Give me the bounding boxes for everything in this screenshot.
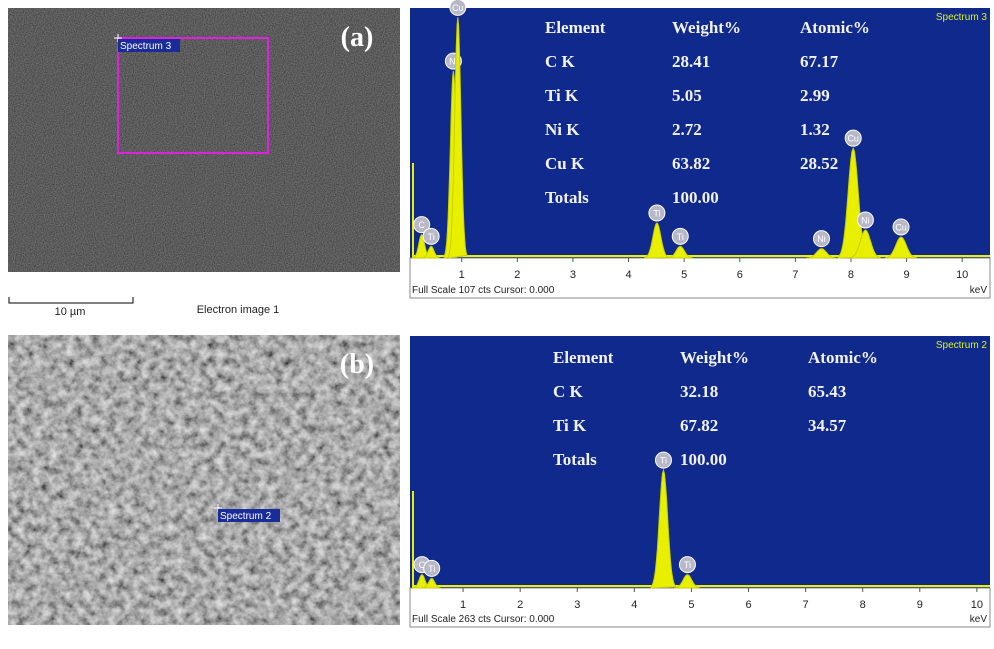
region-tag: Spectrum 3	[120, 41, 172, 52]
table-cell: Cu K	[545, 154, 585, 173]
table-cell: Ti K	[553, 416, 587, 435]
table-header: Element	[553, 348, 614, 367]
spectrum-footer: Full Scale 107 cts Cursor: 0.000	[412, 285, 555, 296]
table-cell: 65.43	[808, 382, 846, 401]
table-header: Weight%	[672, 18, 741, 37]
x-tick-label: 8	[860, 599, 866, 611]
x-tick-label: 7	[792, 269, 798, 281]
peak-label: Ti	[428, 564, 435, 574]
table-cell: 1.32	[800, 120, 830, 139]
table-cell: Totals	[545, 188, 589, 207]
table-cell: C K	[553, 382, 584, 401]
x-tick-label: 1	[460, 599, 466, 611]
table-cell: 63.82	[672, 154, 710, 173]
table-header: Atomic%	[800, 18, 870, 37]
x-tick-label: 9	[917, 599, 923, 611]
x-tick-label: 2	[514, 269, 520, 281]
x-tick-label: 4	[631, 599, 637, 611]
peak-label: C	[418, 220, 425, 230]
table-cell: Totals	[553, 450, 597, 469]
figure: (a) Spectrum 3 10 µm Electron image 1 Spectr…	[0, 0, 994, 649]
peak-label: Ti	[653, 208, 660, 218]
scale-bar	[9, 297, 133, 303]
x-tick-label: 10	[956, 269, 968, 281]
peak-label: Ti	[677, 232, 684, 242]
x-unit: keV	[970, 285, 988, 296]
table-cell: C K	[545, 52, 576, 71]
table-cell: Ti K	[545, 86, 579, 105]
table-cell: 67.82	[680, 416, 718, 435]
table-cell: 5.05	[672, 86, 702, 105]
peak-label: Ni	[861, 215, 870, 225]
x-tick-label: 3	[574, 599, 580, 611]
table-cell: 32.18	[680, 382, 718, 401]
x-tick-label: 5	[681, 269, 687, 281]
table-cell: 67.17	[800, 52, 839, 71]
x-tick-label: 10	[971, 599, 983, 611]
peak-label: Ni	[817, 234, 826, 244]
panel-label: (b)	[340, 349, 374, 380]
spectrum-footer: Full Scale 263 cts Cursor: 0.000	[412, 614, 555, 625]
x-tick-label: 1	[459, 269, 465, 281]
peak-label: Cu	[895, 222, 907, 232]
table-header: Weight%	[680, 348, 749, 367]
spectrum-title: Spectrum 2	[936, 340, 988, 351]
peak-label: Cu	[847, 134, 859, 144]
table-cell: 28.52	[800, 154, 838, 173]
x-tick-label: 6	[745, 599, 751, 611]
peak-label: Ti	[428, 232, 435, 242]
table-cell: 100.00	[680, 450, 727, 469]
x-tick-label: 4	[625, 269, 631, 281]
x-tick-label: 2	[517, 599, 523, 611]
table-header: Atomic%	[808, 348, 878, 367]
region-tag: Spectrum 2	[220, 511, 272, 522]
peak-label: Ti	[660, 456, 667, 466]
table-cell: 100.00	[672, 188, 719, 207]
table-cell: 2.99	[800, 86, 830, 105]
table-cell: Ni K	[545, 120, 580, 139]
x-tick-label: 7	[803, 599, 809, 611]
panel-label: (a)	[341, 22, 374, 53]
x-tick-label: 3	[570, 269, 576, 281]
x-tick-label: 6	[737, 269, 743, 281]
table-cell: 34.57	[808, 416, 847, 435]
scale-label: 10 µm	[55, 306, 86, 318]
x-tick-label: 9	[904, 269, 910, 281]
table-header: Element	[545, 18, 606, 37]
spectrum-title: Spectrum 3	[936, 12, 988, 23]
x-tick-label: 8	[848, 269, 854, 281]
peak-label: Cu	[452, 3, 464, 13]
table-cell: 28.41	[672, 52, 710, 71]
x-unit: keV	[970, 614, 988, 625]
table-cell: 2.72	[672, 120, 702, 139]
image-caption: Electron image 1	[197, 304, 280, 316]
x-tick-label: 5	[688, 599, 694, 611]
peak-label: Ti	[684, 560, 691, 570]
